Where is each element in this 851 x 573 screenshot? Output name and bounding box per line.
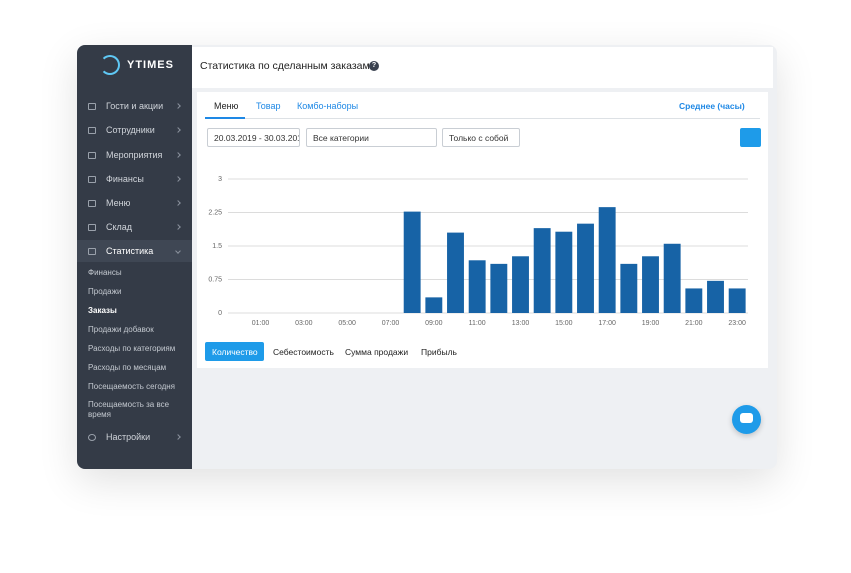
filter[interactable]: Все категории <box>306 128 437 147</box>
active-menu-bg <box>77 240 192 262</box>
menu-item[interactable]: Статистика <box>106 246 154 256</box>
metric-tab[interactable]: Себестоимость <box>273 347 334 357</box>
chart-button[interactable] <box>740 128 761 147</box>
filter[interactable]: Только с собой <box>442 128 520 147</box>
menu-icon <box>88 434 96 441</box>
menu-icon <box>88 152 96 159</box>
logo-mark <box>100 55 120 75</box>
menu-icon <box>88 200 96 207</box>
submenu-item[interactable]: Продажи добавок <box>88 325 154 334</box>
tab[interactable]: Комбо-наборы <box>297 101 359 111</box>
filter[interactable]: 20.03.2019 - 30.03.201 <box>207 128 300 147</box>
page-title: Статистика по сделанным заказам <box>200 60 370 72</box>
help-icon[interactable]: ? <box>369 61 379 71</box>
menu-item[interactable]: Меню <box>106 198 131 208</box>
mode-select[interactable]: Среднее (часы) <box>679 101 745 111</box>
submenu-item[interactable]: Финансы <box>88 268 122 277</box>
metric-tab[interactable]: Сумма продажи <box>345 347 409 357</box>
tabs-line <box>205 118 760 119</box>
metric-tab[interactable]: Количество <box>205 342 264 361</box>
submenu-item[interactable]: Заказы <box>88 306 117 315</box>
submenu-item[interactable]: Расходы по месяцам <box>88 363 167 372</box>
header <box>192 47 773 88</box>
menu-icon <box>88 103 96 110</box>
submenu-item[interactable]: Расходы по категориям <box>88 344 176 353</box>
metric-tab[interactable]: Прибыль <box>421 347 457 357</box>
menu-item[interactable]: Настройки <box>106 432 151 442</box>
submenu-item[interactable]: Посещаемость сегодня <box>88 382 176 391</box>
tab[interactable]: Меню <box>214 101 239 111</box>
menu-icon <box>88 248 96 255</box>
menu-item[interactable]: Финансы <box>106 174 144 184</box>
menu-item[interactable]: Сотрудники <box>106 125 155 135</box>
tab[interactable]: Товар <box>256 101 281 111</box>
chat-icon <box>740 413 753 423</box>
submenu-item[interactable]: Посещаемость за все время <box>88 400 170 419</box>
menu-item[interactable]: Склад <box>106 222 133 232</box>
submenu-item[interactable]: Продажи <box>88 287 122 296</box>
menu-icon <box>88 127 96 134</box>
menu-icon <box>88 176 96 183</box>
tab-underline <box>205 117 245 119</box>
logo: YTIMES <box>127 59 174 71</box>
menu-item[interactable]: Мероприятия <box>106 150 163 160</box>
menu-icon <box>88 224 96 231</box>
menu-item[interactable]: Гости и акции <box>106 101 164 111</box>
